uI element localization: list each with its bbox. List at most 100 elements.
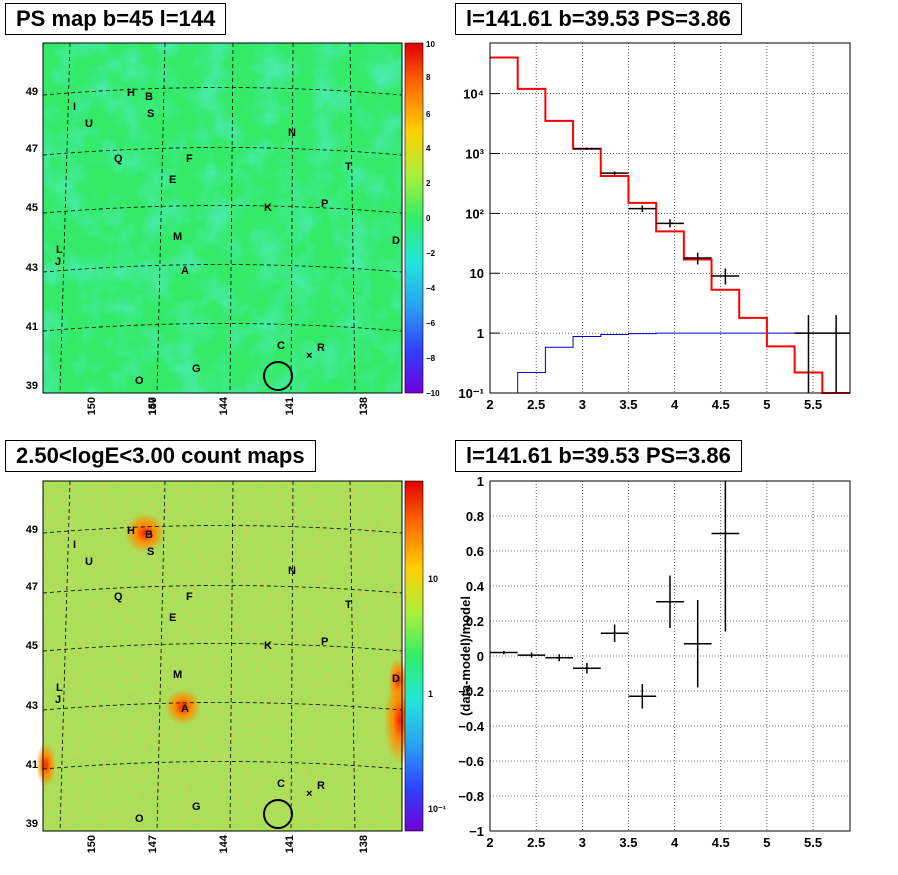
ps-colorbar-ticks: 10 8 6 4 2 0 −2 −4 −6 −8 −10	[426, 40, 440, 398]
ps-map-frame	[42, 42, 403, 394]
x-tick-label: 4.5	[712, 397, 730, 412]
source-label: K	[264, 640, 272, 652]
source-label: I	[73, 101, 76, 113]
y-tick-label: −0.8	[458, 789, 484, 804]
source-label: S	[147, 108, 154, 120]
y-tick-label: 10⁻¹	[458, 386, 484, 401]
spectrum-title: l=141.61 b=39.53 PS=3.86	[455, 3, 742, 35]
source-label: P	[321, 636, 328, 648]
y-tick-label: 0.4	[466, 579, 485, 594]
source-label: B	[145, 529, 153, 541]
svg-text:138: 138	[358, 835, 370, 853]
y-tick-label: −1	[469, 824, 484, 839]
svg-text:45: 45	[26, 640, 38, 652]
residual-chart: 2 2.5 3 3.5 4 4.5 5 5.5 1 0.8 0.6 0.4 0.2 0 −0.2 −0.4 −0…	[458, 474, 851, 850]
svg-text:43: 43	[26, 262, 38, 274]
source-label: B	[145, 91, 153, 103]
residual-title: l=141.61 b=39.53 PS=3.86	[455, 440, 742, 472]
x-tick-label: 2	[486, 835, 493, 850]
source-label: D	[392, 235, 400, 247]
source-label: O	[135, 813, 144, 825]
source-label: U	[85, 118, 93, 130]
ps-colorbar	[405, 43, 423, 393]
source-label: J	[55, 694, 61, 706]
svg-text:1: 1	[428, 689, 433, 699]
x-tick-label: 3	[579, 835, 586, 850]
x-tick-label: 3	[579, 397, 586, 412]
svg-text:141: 141	[284, 835, 296, 853]
source-label: D	[392, 673, 400, 685]
count-colorbar-ticks: 10 1 10⁻¹	[428, 574, 446, 814]
svg-text:147: 147	[147, 835, 159, 853]
x-tick-label: 5.5	[804, 397, 822, 412]
svg-text:147: 147	[147, 397, 159, 415]
svg-text:−6: −6	[426, 319, 436, 328]
x-tick-label: 4	[671, 397, 679, 412]
svg-text:−8: −8	[426, 354, 436, 363]
x-tick-label: 4.5	[712, 835, 730, 850]
plot-frame	[489, 480, 851, 832]
ps-map-source-labels: H B S I U N Q F T E K P M D L J A C R G …	[55, 87, 400, 387]
svg-text:47: 47	[26, 143, 38, 155]
source-label: R	[317, 342, 325, 354]
plot-frame	[489, 42, 851, 394]
ps-map-texture	[43, 43, 402, 393]
source-label: Q	[114, 153, 123, 165]
source-label: M	[173, 669, 182, 681]
svg-text:144: 144	[218, 396, 230, 415]
source-label: U	[85, 556, 93, 568]
source-label: Q	[114, 591, 123, 603]
svg-text:0: 0	[426, 214, 431, 223]
x-tick-label: 2.5	[527, 397, 545, 412]
x-tick-label: 3.5	[619, 835, 637, 850]
target-circle-marker	[263, 799, 293, 829]
y-tick-label: 10⁴	[463, 87, 484, 102]
source-label: F	[186, 153, 193, 165]
count-map-frame	[42, 480, 403, 832]
source-label: K	[264, 202, 272, 214]
svg-text:47: 47	[26, 581, 38, 593]
source-label: F	[186, 591, 193, 603]
y-tick-label: −0.4	[458, 719, 484, 734]
source-label: A	[181, 703, 189, 715]
x-tick-label: 4	[671, 835, 679, 850]
source-label: J	[55, 256, 61, 268]
count-map-lat-ticks: 49 47 45 43 41 39	[26, 524, 38, 830]
svg-text:2: 2	[426, 179, 431, 188]
svg-text:144: 144	[218, 834, 230, 853]
source-label: A	[181, 265, 189, 277]
ps-map-panel: H B S I U N Q F T E K P M D L J A C R G …	[26, 40, 440, 415]
svg-text:43: 43	[26, 700, 38, 712]
source-label: N	[288, 565, 296, 577]
svg-text:45: 45	[26, 202, 38, 214]
hotspot-D	[388, 658, 408, 702]
source-label: N	[288, 127, 296, 139]
count-map-source-labels: H B S I U N Q F T E K P M D L J A C R G …	[55, 525, 400, 825]
svg-text:49: 49	[26, 524, 38, 536]
source-label: E	[169, 174, 176, 186]
x-tick-label: 2	[486, 397, 493, 412]
target-circle-marker	[263, 361, 293, 391]
source-label: T	[345, 599, 352, 611]
count-map-texture	[43, 481, 402, 831]
y-tick-label: −0.2	[458, 684, 484, 699]
ps-map-lon-tick-labels: 150 147 144 141 138	[86, 396, 370, 415]
source-label: H	[127, 87, 135, 99]
y-tick-label: 1	[477, 474, 484, 489]
svg-text:41: 41	[26, 321, 38, 333]
source-label: L	[56, 244, 63, 256]
hotspot-edge-left	[36, 743, 56, 787]
ps-map-grid	[42, 42, 403, 394]
x-tick-label: 3.5	[619, 397, 637, 412]
svg-text:6: 6	[426, 110, 431, 119]
svg-text:49: 49	[26, 86, 38, 98]
target-cross-marker: ×	[306, 788, 312, 800]
source-label: I	[73, 539, 76, 551]
source-label: L	[56, 682, 63, 694]
y-tick-label: 10	[470, 266, 484, 281]
svg-text:−4: −4	[426, 284, 436, 293]
svg-text:138: 138	[358, 397, 370, 415]
hotspot-A	[165, 689, 201, 725]
y-tick-label: 0.6	[466, 544, 484, 559]
